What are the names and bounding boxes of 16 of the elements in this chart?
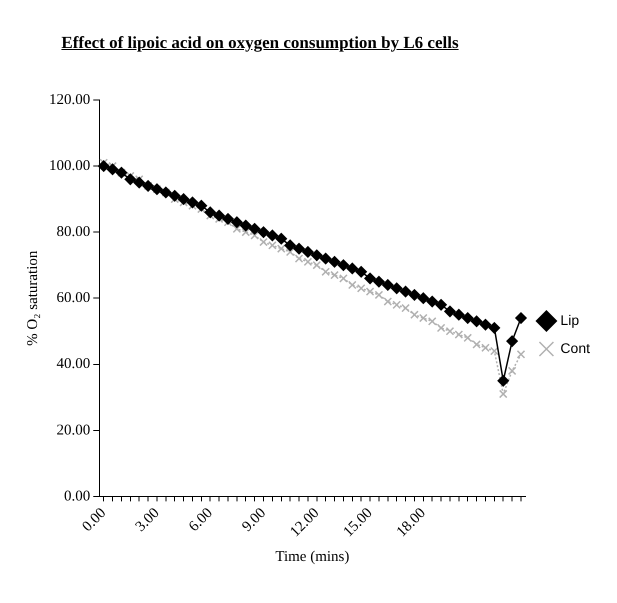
y-tick-label: 120.00 — [49, 92, 90, 108]
y-tick-label: 20.00 — [56, 422, 90, 438]
legend-label: Cont — [560, 340, 590, 356]
x-tick-label: 0.00 — [79, 505, 110, 535]
y-tick-label: 0.00 — [64, 488, 90, 504]
legend-label: Lip — [560, 312, 580, 328]
chart-title: Effect of lipoic acid on oxygen consumption by L6 cells — [60, 32, 460, 54]
x-axis-title: Time (mins) — [275, 548, 350, 565]
x-tick-label: 3.00 — [132, 505, 163, 535]
y-tick-label: 80.00 — [56, 224, 90, 240]
y-axis-title: % O₂ saturation — [24, 250, 41, 346]
y-tick-label: 60.00 — [56, 290, 90, 306]
y-tick-label: 40.00 — [56, 356, 90, 372]
x-tick-label: 6.00 — [186, 505, 216, 535]
x-tick-label: 9.00 — [239, 505, 270, 535]
y-tick-label: 100.00 — [49, 158, 90, 174]
